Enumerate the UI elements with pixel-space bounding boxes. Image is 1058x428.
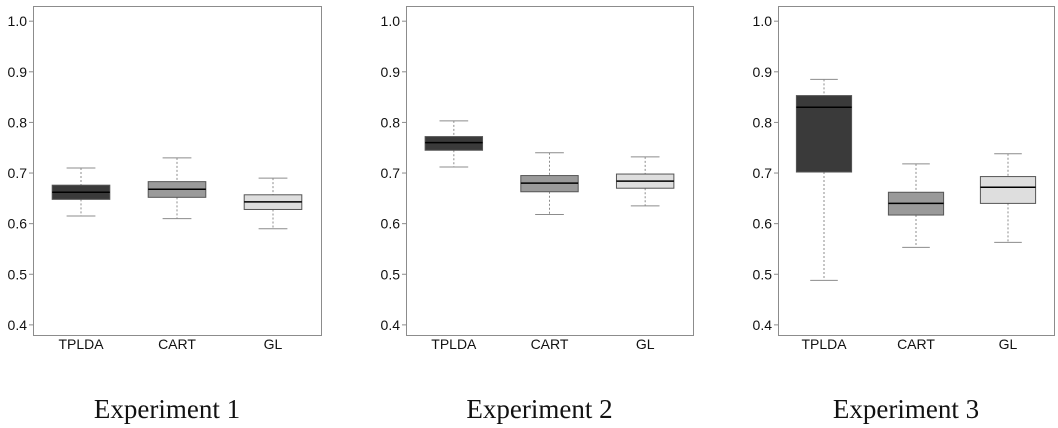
y-tick-label: 0.6	[8, 216, 28, 232]
y-tick-label: 0.4	[381, 317, 401, 333]
y-tick-label: 0.6	[381, 216, 401, 232]
box-tplda	[51, 167, 111, 217]
y-tick-label: 0.9	[381, 64, 401, 80]
box-gl	[243, 177, 303, 230]
y-tick-label: 1.0	[753, 13, 773, 29]
y-tick-label: 0.7	[753, 165, 773, 181]
panel-caption: Experiment 1	[94, 394, 240, 424]
panel-experiment-1: 0.4 0.5 0.6 0.7 0.8 0.9 1.0 TPLDA CART GL Experime…	[8, 6, 322, 424]
category-label-cart: CART	[897, 336, 935, 352]
y-tick-label: 1.0	[381, 13, 401, 29]
category-label-cart: CART	[158, 336, 196, 352]
box-cart	[887, 163, 945, 248]
panel-experiment-3: 0.4 0.5 0.6 0.7 0.8 0.9 1.0 TPLDA CART GL Experime…	[753, 6, 1055, 424]
y-tick-label: 0.7	[8, 165, 28, 181]
box-cart	[520, 152, 579, 216]
y-tick-label: 0.5	[8, 266, 28, 282]
y-tick-label: 0.9	[753, 64, 773, 80]
box-tplda	[424, 120, 484, 168]
category-label-cart: CART	[531, 336, 569, 352]
y-tick-label: 0.8	[753, 114, 773, 130]
plot-frame	[406, 6, 694, 336]
panel-experiment-2: 0.4 0.5 0.6 0.7 0.8 0.9 1.0 TPLDA CART GL Experime…	[381, 6, 694, 424]
iqr-box	[795, 95, 853, 173]
iqr-box	[979, 176, 1037, 204]
y-tick-label: 0.8	[8, 114, 28, 130]
box-gl	[615, 156, 675, 207]
y-tick-label: 0.5	[381, 266, 401, 282]
y-tick-label: 0.6	[753, 216, 773, 232]
panel-caption: Experiment 2	[466, 394, 612, 424]
iqr-box	[424, 136, 484, 151]
box-gl	[979, 153, 1037, 243]
y-tick-label: 0.7	[381, 165, 401, 181]
y-tick-label: 1.0	[8, 13, 28, 29]
plot-frame	[33, 6, 322, 336]
panel-caption: Experiment 3	[833, 394, 979, 424]
plot-frame	[778, 6, 1055, 336]
y-tick-label: 0.4	[753, 317, 773, 333]
y-tick-label: 0.4	[8, 317, 28, 333]
box-cart	[147, 157, 207, 220]
category-label-tplda: TPLDA	[431, 336, 477, 352]
y-tick-label: 0.8	[381, 114, 401, 130]
category-label-tplda: TPLDA	[58, 336, 104, 352]
category-label-gl: GL	[999, 336, 1018, 352]
category-label-gl: GL	[636, 336, 655, 352]
box-tplda	[795, 78, 853, 281]
y-tick-label: 0.9	[8, 64, 28, 80]
y-tick-label: 0.5	[753, 266, 773, 282]
category-label-gl: GL	[264, 336, 283, 352]
category-label-tplda: TPLDA	[801, 336, 847, 352]
